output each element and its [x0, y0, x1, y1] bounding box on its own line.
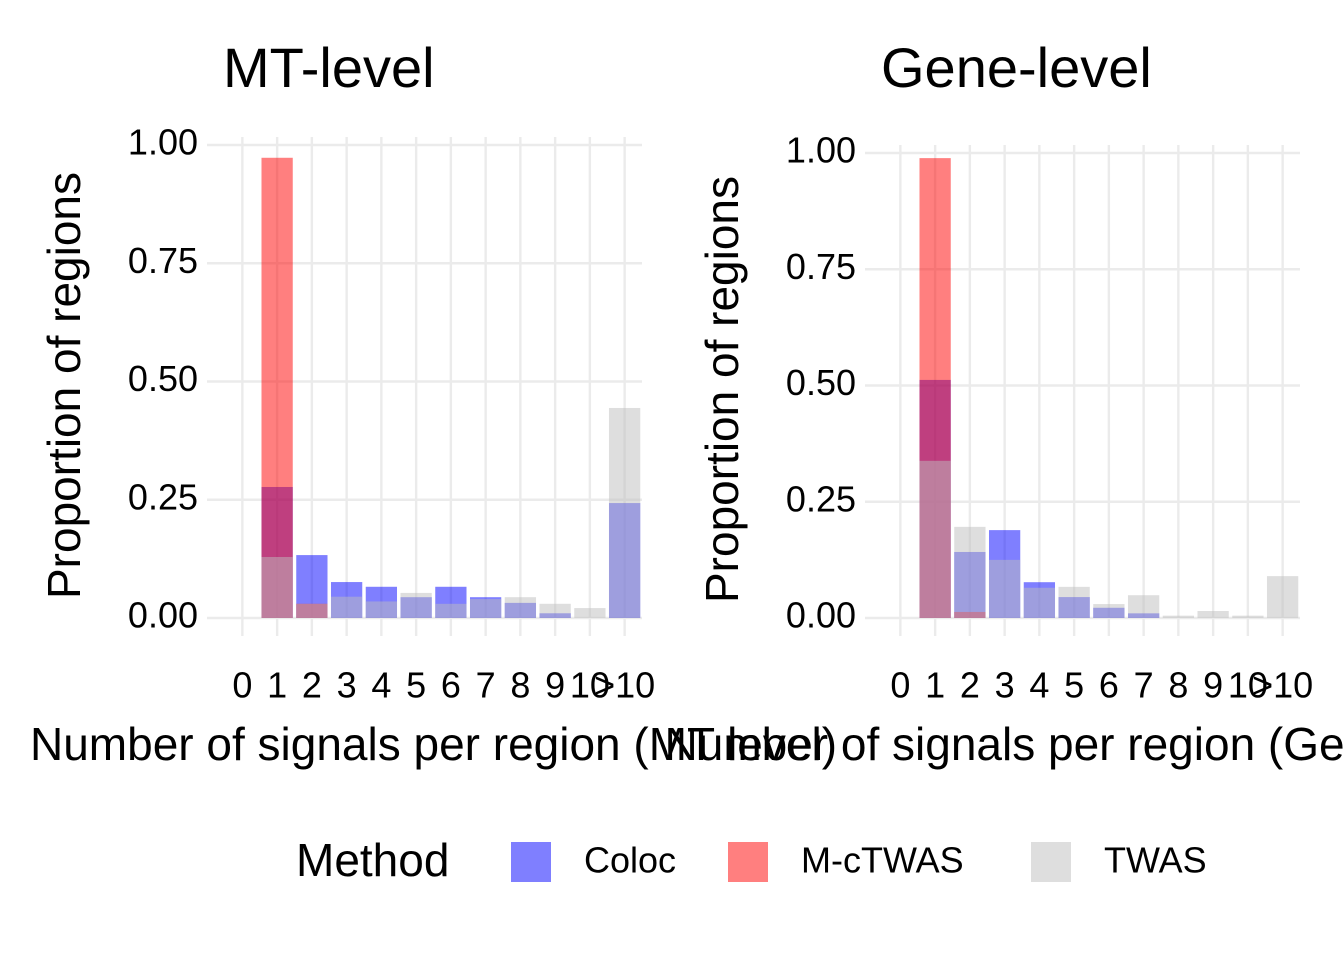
bar [1058, 586, 1090, 618]
legend-key [728, 842, 768, 882]
x-tick-label: 5 [406, 665, 426, 706]
x-tick-label: 2 [302, 665, 322, 706]
bar [574, 608, 606, 618]
bar [1093, 604, 1125, 618]
y-tick-label: 0.25 [786, 478, 856, 519]
legend-label: Coloc [584, 840, 676, 881]
bar [330, 596, 363, 618]
x-tick-label: 10 [570, 665, 610, 706]
bar [469, 599, 502, 618]
x-tick-label: 6 [1099, 665, 1119, 706]
x-tick-label: 7 [476, 665, 496, 706]
x-tick-label: >10 [594, 665, 655, 706]
bar [1162, 615, 1195, 618]
bar [1266, 576, 1299, 618]
x-tick-label: 8 [1168, 665, 1188, 706]
bar [1232, 615, 1264, 618]
x-tick-label: 4 [371, 665, 391, 706]
bar [1023, 587, 1056, 618]
y-tick-label: 0.00 [786, 595, 856, 636]
bar [261, 556, 293, 618]
x-axis-label: Number of signals per region (Gene level… [665, 718, 1344, 770]
bar [988, 559, 1021, 618]
x-tick-label: >10 [1252, 665, 1313, 706]
y-tick-label: 1.00 [786, 130, 856, 171]
x-tick-label: 9 [545, 665, 565, 706]
bar [400, 592, 432, 618]
bar [435, 603, 467, 618]
bar [1197, 611, 1229, 618]
x-tick-label: 0 [232, 665, 252, 706]
y-tick-label: 0.50 [128, 358, 198, 399]
x-tick-label: 6 [441, 665, 461, 706]
x-tick-label: 2 [960, 665, 980, 706]
x-tick-label: 1 [925, 665, 945, 706]
bar [504, 597, 537, 618]
legend-title: Method [296, 834, 449, 886]
bar [1127, 595, 1160, 618]
bar [261, 157, 293, 618]
x-tick-label: 7 [1134, 665, 1154, 706]
y-tick-label: 0.75 [128, 240, 198, 281]
legend-label: TWAS [1104, 840, 1207, 881]
legend-key [511, 842, 551, 882]
x-axis-label: Number of signals per region (MT level) [30, 718, 837, 770]
x-tick-label: 10 [1228, 665, 1268, 706]
x-tick-label: 5 [1064, 665, 1084, 706]
bar [296, 603, 328, 618]
y-tick-label: 1.00 [128, 122, 198, 163]
x-tick-label: 4 [1029, 665, 1049, 706]
y-tick-label: 0.50 [786, 362, 856, 403]
y-axis-label: Proportion of regions [38, 172, 90, 599]
bar [919, 460, 951, 618]
bar [608, 407, 641, 618]
legend-key [1031, 842, 1071, 882]
bar [365, 601, 398, 618]
x-tick-label: 3 [337, 665, 357, 706]
x-tick-label: 3 [995, 665, 1015, 706]
y-tick-label: 0.25 [128, 476, 198, 517]
x-tick-label: 8 [510, 665, 530, 706]
bar [954, 526, 986, 618]
x-tick-label: 9 [1203, 665, 1223, 706]
bar [539, 603, 571, 618]
y-tick-label: 0.00 [128, 595, 198, 636]
chart-title: MT-level [223, 36, 435, 99]
y-axis-label: Proportion of regions [696, 176, 748, 603]
chart-title: Gene-level [881, 36, 1152, 99]
legend-label: M-cTWAS [801, 840, 964, 881]
x-tick-label: 1 [267, 665, 287, 706]
x-tick-label: 0 [890, 665, 910, 706]
y-tick-label: 0.75 [786, 246, 856, 287]
